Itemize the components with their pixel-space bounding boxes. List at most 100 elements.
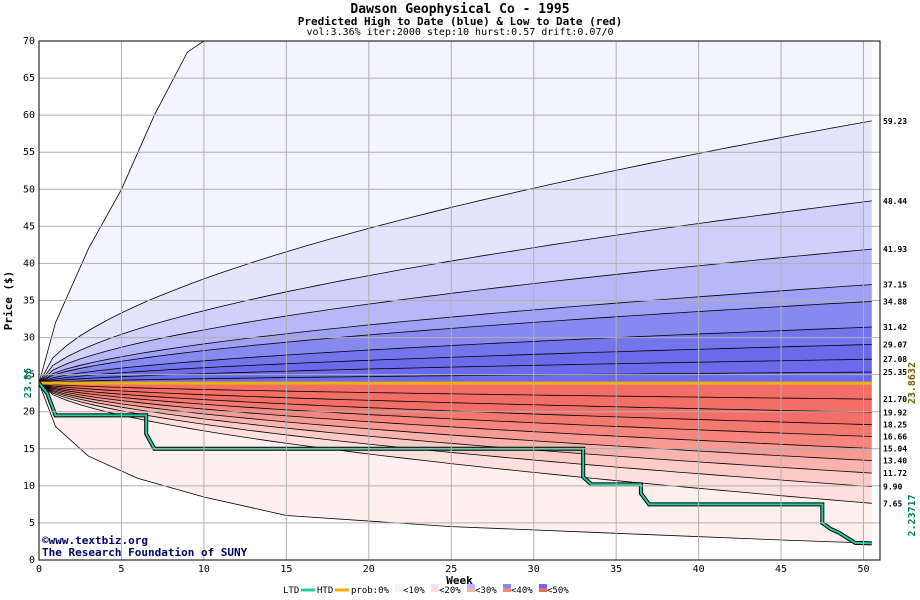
high-percentile-line-4 (39, 301, 872, 384)
start-price-label: 23.86 (23, 368, 34, 398)
credit-url-text: www.textbiz.org (48, 534, 148, 547)
low-band-inner (39, 383, 872, 400)
chart-params: vol:3.36% iter:2000 step:10 hurst:0.57 d… (306, 27, 614, 38)
low-percentile-line-4 (39, 382, 872, 449)
legend-htd-text: HTD (317, 586, 333, 596)
y-tick-label: 10 (23, 481, 35, 492)
x-tick-label: 30 (528, 564, 540, 575)
legend-swatch-blue (539, 584, 547, 588)
x-tick-label: 5 (118, 564, 124, 575)
y-tick-label: 30 (23, 333, 35, 344)
high-band-7 (39, 344, 872, 384)
high-band-3 (39, 249, 872, 384)
legend-swatch-blue (503, 584, 511, 588)
high-band-4 (39, 284, 872, 384)
high-percentile-label: 37.15 (883, 281, 907, 290)
low-percentile-line-2 (39, 382, 872, 426)
high-percentile-label: 59.23 (883, 117, 907, 126)
y-tick-label: 65 (23, 73, 35, 84)
legend-swatch-red (467, 588, 475, 592)
low-percentile-label: 11.72 (883, 469, 907, 478)
y-tick-label: 55 (23, 147, 35, 158)
ltd-line (39, 382, 872, 545)
low-band-3 (39, 383, 872, 437)
y-tick-label: 20 (23, 407, 35, 418)
high-percentile-line-2 (39, 248, 872, 384)
legend-ltd-text: LTD (283, 586, 299, 596)
low-percentile-line-6 (39, 382, 872, 474)
high-band-5 (39, 301, 872, 384)
x-tick-label: 50 (857, 564, 869, 575)
low-percentile-line-5 (39, 382, 872, 461)
low-percentile-label: 21.70 (883, 395, 907, 404)
y-tick-label: 15 (23, 444, 35, 455)
high-percentile-line-1 (39, 200, 872, 384)
low-percentile-line-0 (39, 382, 872, 400)
y-tick-label: 0 (29, 555, 35, 566)
low-percentile-label: 9.90 (883, 483, 902, 492)
low-band-7 (39, 383, 872, 487)
high-band-6 (39, 327, 872, 384)
legend-swatch-blue (431, 584, 439, 588)
x-tick-label: 10 (198, 564, 210, 575)
y-tick-label: 45 (23, 221, 35, 232)
high-percentile-line-6 (39, 344, 872, 384)
low-percentile-label: 18.25 (883, 421, 907, 430)
legend-prob-text: prob:0% (351, 586, 390, 596)
legend-swatch-blue (395, 584, 403, 588)
high-percentile-line-5 (39, 326, 872, 384)
legend-swatch-blue (467, 584, 475, 588)
x-tick-label: 45 (775, 564, 787, 575)
bands-group (39, 41, 872, 546)
legend-swatch-red (539, 588, 547, 592)
x-tick-label: 40 (693, 564, 705, 575)
low-band-4 (39, 383, 872, 449)
low-percentile-label: 19.92 (883, 408, 907, 417)
legend-band-text: <50% (547, 586, 569, 596)
plot-border (38, 40, 881, 561)
legend-band-text: <30% (475, 586, 497, 596)
y-tick-label: 35 (23, 296, 35, 307)
high-band-2 (39, 200, 872, 384)
high-percentile-label: 27.08 (883, 355, 907, 364)
y-axis-label: Price ($) (2, 271, 15, 331)
low-band-8 (39, 383, 872, 504)
low-percentile-label: 16.66 (883, 432, 907, 441)
chart-title: Dawson Geophysical Co - 1995 (350, 2, 570, 17)
low-percentile-line-7 (39, 382, 872, 487)
high-band-outer (39, 41, 872, 384)
high-percentile-label: 29.07 (883, 340, 907, 349)
credit-org: The Research Foundation of SUNY (42, 546, 248, 559)
y-tick-label: 25 (23, 370, 35, 381)
low-percentile-line-1 (39, 382, 872, 413)
y-tick-label: 50 (23, 184, 35, 195)
y-tick-label: 60 (23, 110, 35, 121)
high-percentile-line-3 (39, 284, 872, 384)
low-percentile-label: 15.04 (883, 444, 907, 453)
chart-subtitle: Predicted High to Date (blue) & Low to D… (297, 15, 623, 28)
high-percentile-line-8 (39, 371, 872, 384)
high-band-1 (39, 120, 872, 384)
x-tick-label: 25 (445, 564, 457, 575)
low-percentile-label: 7.65 (883, 499, 902, 508)
high-percentile-label: 25.35 (883, 368, 907, 377)
high-percentile-label: 48.44 (883, 197, 907, 206)
low-band-6 (39, 383, 872, 474)
high-percentile-label: 34.88 (883, 297, 907, 306)
low-band-5 (39, 383, 872, 461)
high-percentile-label: 31.42 (883, 323, 907, 332)
legend-swatch-red (395, 588, 403, 592)
low-percentile-line-8 (39, 382, 872, 504)
low-band-2 (39, 383, 872, 425)
high-percentile-line-0 (39, 120, 872, 384)
current-price-label: 23.8632 (907, 362, 918, 404)
legend-band-text: <20% (439, 586, 461, 596)
high-band-8 (39, 359, 872, 384)
x-axis-label: Week (446, 574, 473, 587)
low-percentile-line-3 (39, 382, 872, 437)
y-tick-label: 40 (23, 258, 35, 269)
ltd-end-label: 2.23717 (907, 494, 918, 536)
x-tick-label: 15 (280, 564, 292, 575)
high-percentile-label: 41.93 (883, 245, 907, 254)
